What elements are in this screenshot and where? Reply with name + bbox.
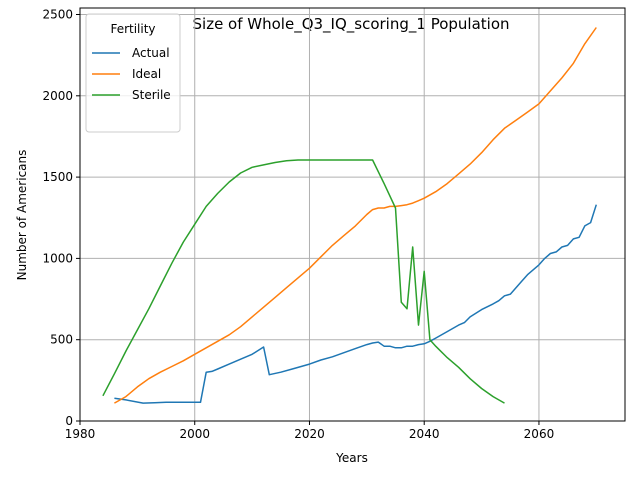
y-tick-label: 2500	[42, 8, 73, 22]
legend-label-actual: Actual	[132, 46, 170, 60]
x-tick-label: 2000	[179, 427, 210, 441]
y-axis-label: Number of Americans	[15, 150, 29, 281]
y-tick-label: 500	[50, 333, 73, 347]
legend: Fertility Actual Ideal Sterile	[85, 13, 181, 133]
legend-label-ideal: Ideal	[132, 67, 161, 81]
legend-title: Fertility	[110, 22, 155, 36]
y-tick-label: 1500	[42, 170, 73, 184]
x-tick-label: 2040	[409, 427, 440, 441]
x-tick-label: 2020	[294, 427, 325, 441]
series-lines	[102, 27, 598, 404]
x-tick-label: 2060	[524, 427, 555, 441]
series-line-ideal	[114, 27, 597, 404]
chart-title: Size of Whole_Q3_IQ_scoring_1 Population	[193, 15, 510, 34]
x-axis-ticks: 1980 2000 2020 2040 2060	[65, 421, 554, 441]
y-axis-ticks: 0 500 1000 1500 2000 2500	[42, 8, 80, 428]
x-tick-label: 1980	[65, 427, 96, 441]
y-tick-label: 2000	[42, 89, 73, 103]
legend-box	[85, 13, 181, 133]
plot-frame	[79, 7, 626, 422]
y-tick-label: 0	[65, 414, 73, 428]
y-tick-label: 1000	[42, 251, 73, 265]
series-line-sterile	[102, 159, 505, 404]
legend-label-sterile: Sterile	[132, 88, 171, 102]
series-line-actual	[114, 204, 598, 404]
x-axis-label: Years	[335, 451, 368, 465]
